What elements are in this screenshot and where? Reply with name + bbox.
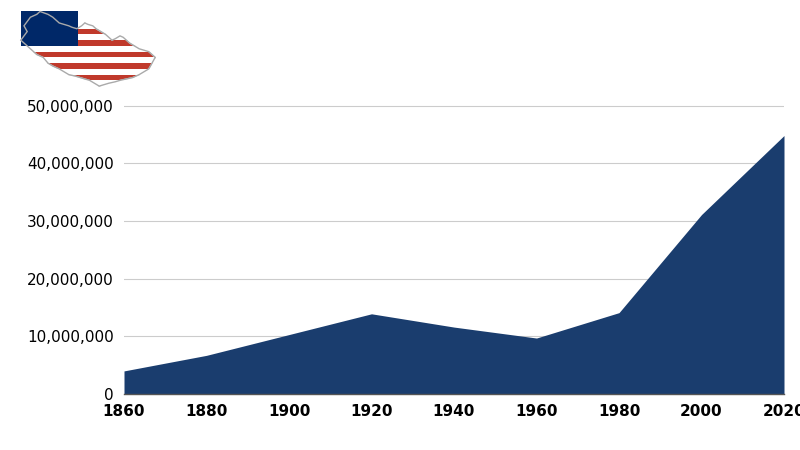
Bar xyxy=(21,23,155,29)
Bar xyxy=(21,69,155,75)
Bar xyxy=(21,12,155,17)
Bar xyxy=(21,58,155,63)
Text: Number of immigrants: Number of immigrants xyxy=(250,26,710,59)
Text: www.the-american-dream.com: www.the-american-dream.com xyxy=(272,422,528,440)
Bar xyxy=(21,46,155,52)
Bar xyxy=(21,12,78,46)
Bar xyxy=(21,35,155,40)
Bar xyxy=(21,81,155,86)
Polygon shape xyxy=(21,12,155,86)
